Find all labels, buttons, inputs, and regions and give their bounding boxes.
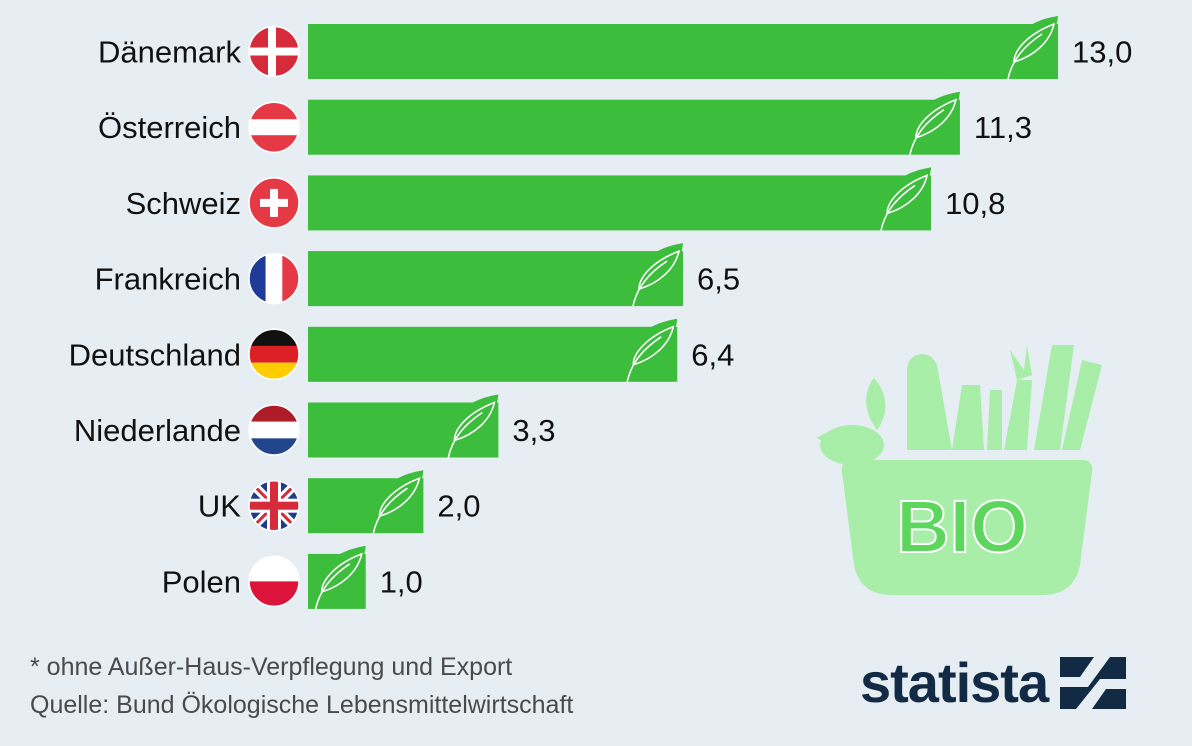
bar-row: Deutschland 6,4 <box>69 318 734 382</box>
bar-chart: Dänemark 13,0 Österreich 11,3 Schweiz 10,8 Fra… <box>69 16 1132 610</box>
value-label: 1,0 <box>380 564 423 599</box>
flag-poland-icon <box>248 555 300 608</box>
bar <box>308 99 960 155</box>
flag-denmark-icon <box>248 25 300 78</box>
bar <box>308 24 1058 79</box>
leaf-icon <box>314 545 366 610</box>
value-label: 3,3 <box>512 413 555 448</box>
bar-row: Schweiz 10,8 <box>126 167 1005 231</box>
flag-netherlands-icon <box>248 404 300 456</box>
value-label: 11,3 <box>974 110 1032 145</box>
bar-row: Frankreich 6,5 <box>95 243 740 307</box>
statista-logo: statista <box>860 650 1128 715</box>
statista-mark-icon <box>1060 656 1127 709</box>
leaf-icon <box>909 91 960 155</box>
leaf-icon <box>632 243 683 307</box>
category-label: Deutschland <box>69 337 241 372</box>
value-label: 10,8 <box>945 186 1005 221</box>
bar-row: Polen 1,0 <box>162 545 423 610</box>
flag-uk-icon <box>248 479 300 532</box>
category-label: Dänemark <box>98 35 241 70</box>
category-label: Österreich <box>98 110 241 145</box>
value-label: 2,0 <box>437 489 480 524</box>
bar-row: Dänemark 13,0 <box>98 16 1132 80</box>
flag-france-icon <box>248 252 300 305</box>
bio-basket-illustration: BIO <box>817 345 1102 595</box>
bio-basket-text: BIO <box>896 485 1028 568</box>
value-label: 13,0 <box>1072 35 1132 70</box>
category-label: UK <box>198 489 241 524</box>
flag-switzerland-icon <box>248 177 300 229</box>
leaf-icon <box>372 470 424 534</box>
category-label: Schweiz <box>126 186 241 221</box>
chart-footer: * ohne Außer-Haus-Verpflegung und Export… <box>30 648 573 724</box>
leaf-icon <box>626 318 678 382</box>
leaf-icon <box>447 394 499 458</box>
value-label: 6,5 <box>697 262 740 297</box>
flag-germany-icon <box>248 328 300 381</box>
bar-row: Niederlande 3,3 <box>74 394 555 458</box>
footnote: * ohne Außer-Haus-Verpflegung und Export <box>30 653 513 681</box>
bar <box>308 251 683 307</box>
bar-row: Österreich 11,3 <box>98 91 1032 155</box>
category-label: Polen <box>162 564 241 599</box>
flag-austria-icon <box>248 101 300 153</box>
bar <box>308 326 678 382</box>
category-label: Frankreich <box>95 262 241 297</box>
brand-name: statista <box>860 651 1049 714</box>
bar-row: UK 2,0 <box>198 470 480 534</box>
leaf-icon <box>1007 16 1058 80</box>
leaf-icon <box>880 167 932 231</box>
value-label: 6,4 <box>691 337 734 372</box>
category-label: Niederlande <box>74 413 241 448</box>
bar <box>308 175 932 231</box>
source-note: Quelle: Bund Ökologische Lebensmittelwir… <box>30 691 574 719</box>
